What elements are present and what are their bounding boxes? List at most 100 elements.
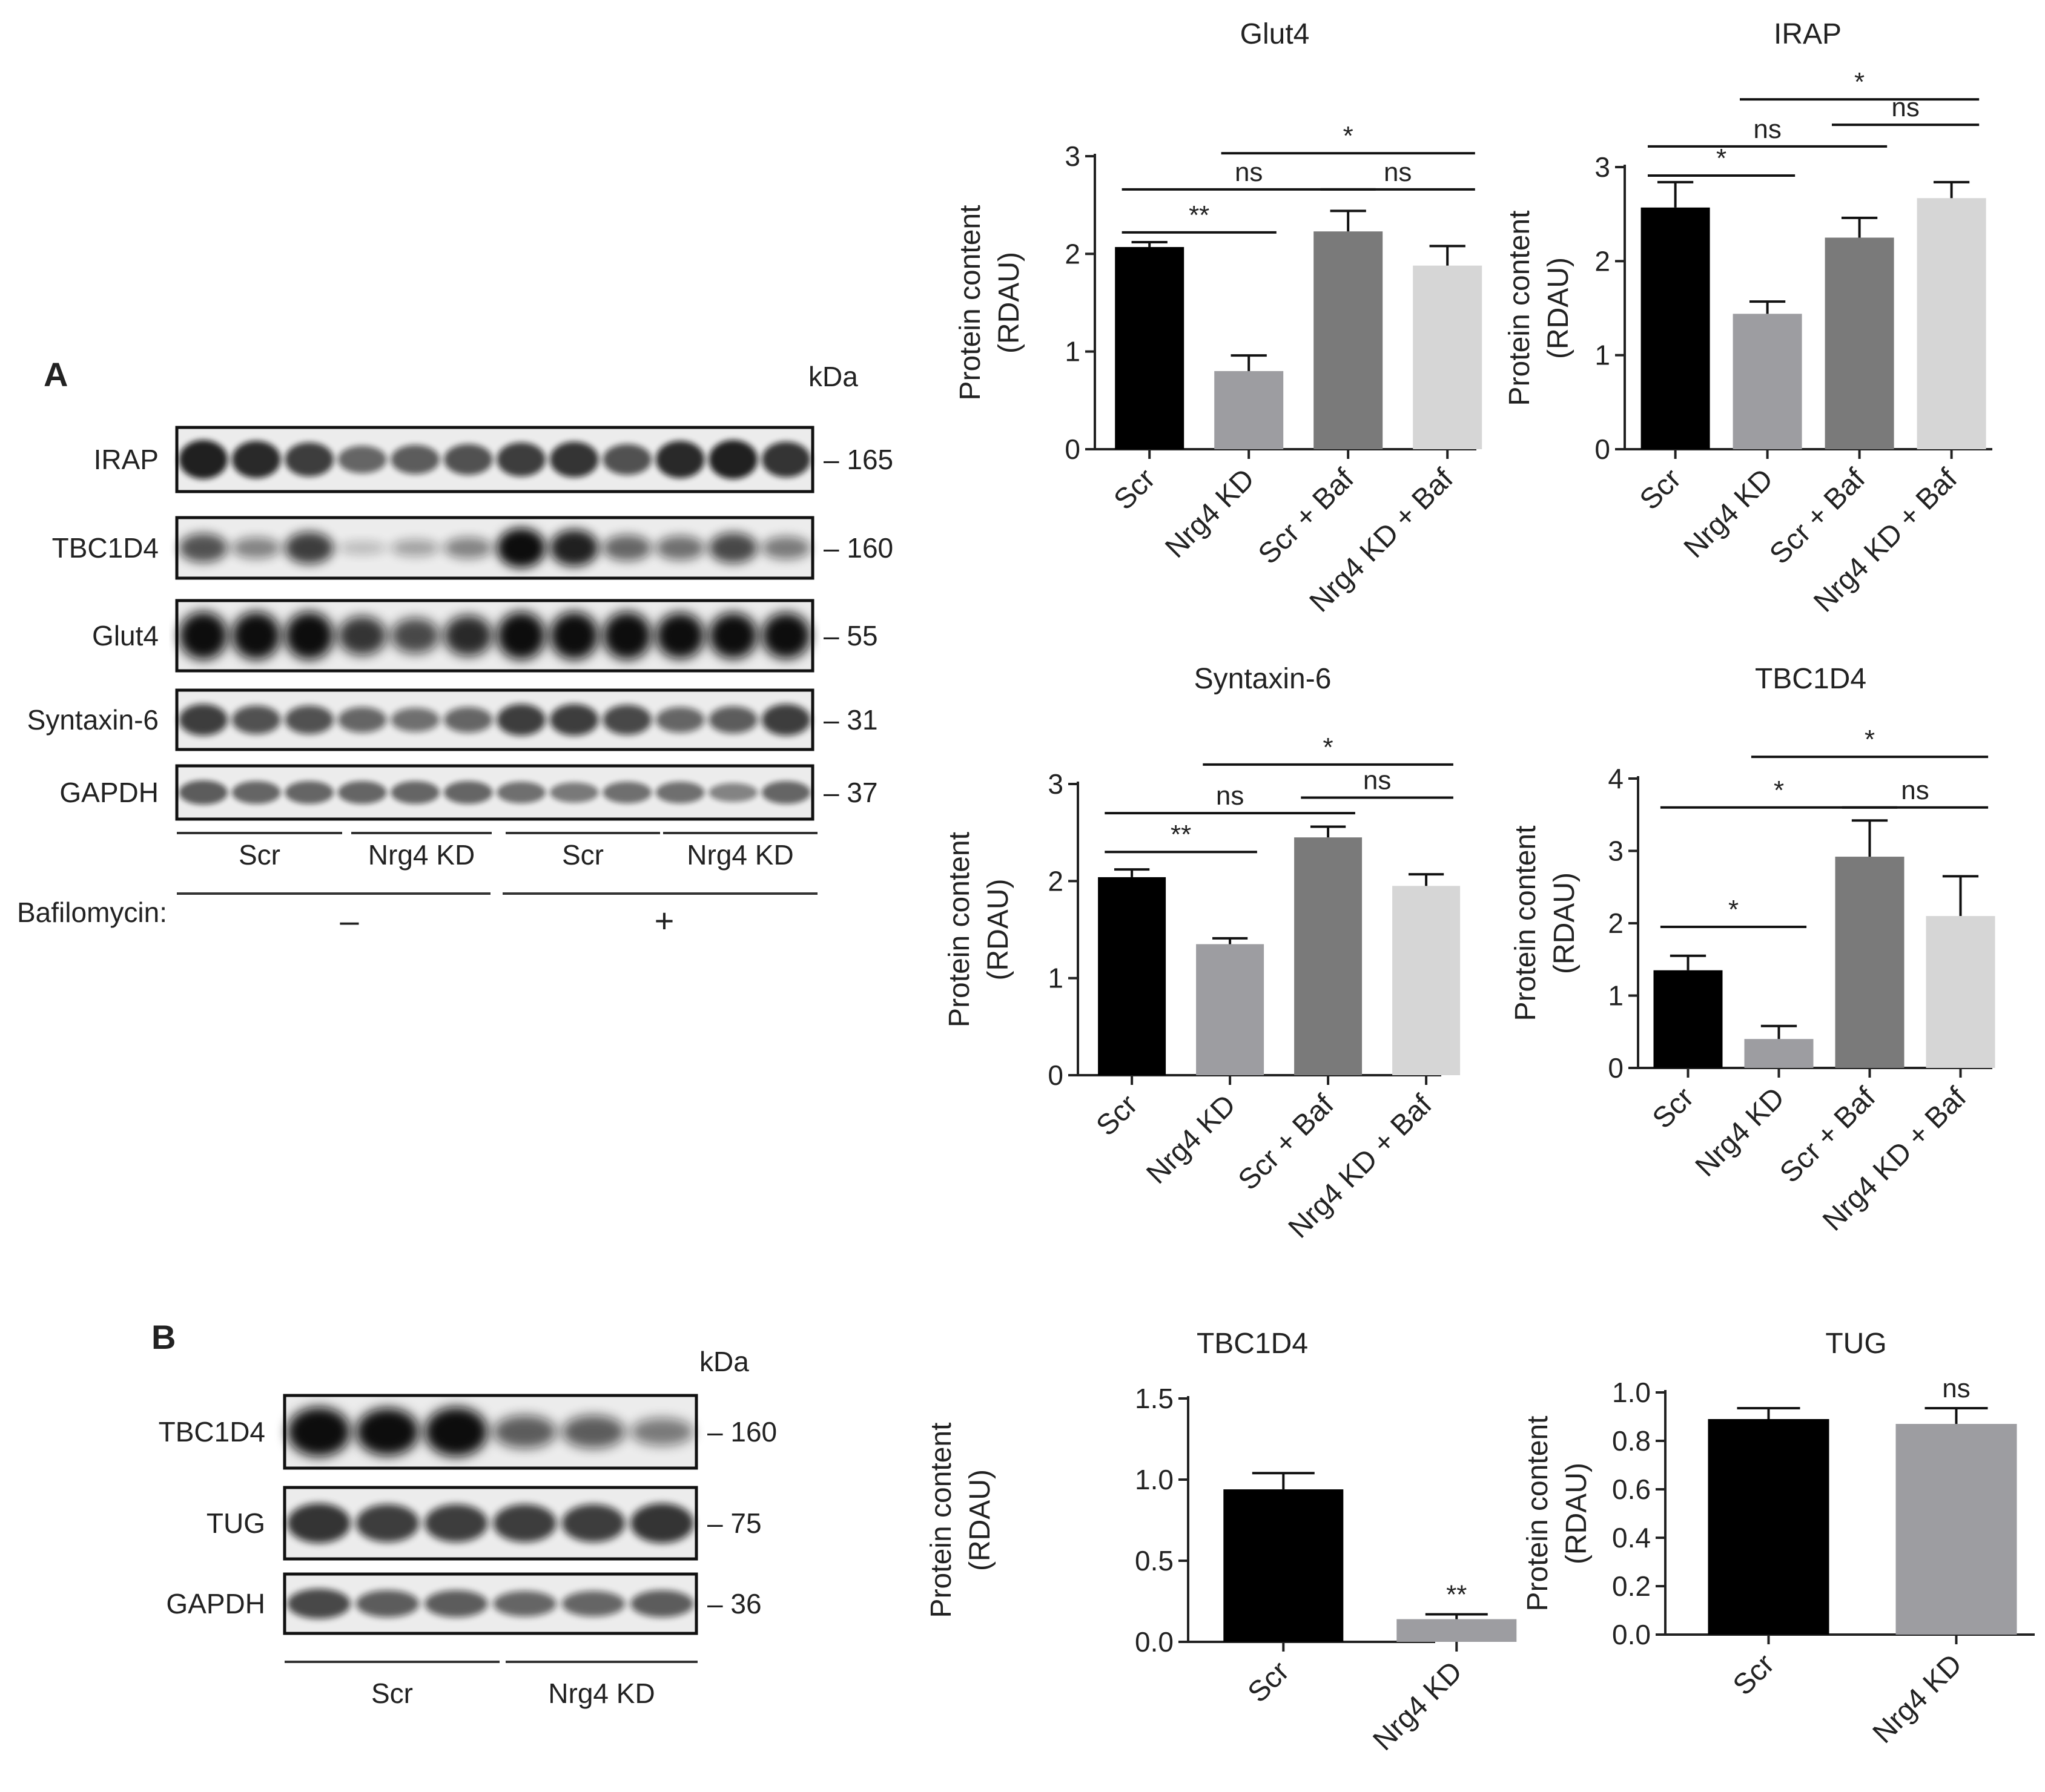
blot-band	[444, 707, 493, 733]
y-tick-label: 0.6	[1612, 1474, 1651, 1505]
kda-marker-160: – 160	[824, 532, 893, 564]
x-tick-label-scr: Scr	[1090, 1089, 1143, 1142]
blot-band	[709, 783, 758, 802]
blot-band	[630, 1418, 694, 1446]
y-axis-label: Protein content (RDAU)	[1504, 211, 1574, 406]
panel-b-kda-label: kDa	[699, 1346, 749, 1377]
blot-band	[709, 440, 758, 479]
panel-b-blots: TBC1D4 – 160 TUG – 75 GAPDH – 36	[159, 1394, 777, 1635]
chart-syntaxin-6-2: Syntaxin-6 Protein content (RDAU) 0 1 2 3 ScrNr…	[943, 663, 1461, 1245]
blot-band	[550, 704, 599, 736]
blot-band	[550, 441, 599, 478]
panel-b-blot-tug: TUG – 75	[206, 1486, 762, 1561]
y-axis-label-line-2: (RDAU)	[1561, 1463, 1593, 1564]
blot-label-tbc1d4: TBC1D4	[52, 532, 159, 564]
blot-frame	[175, 688, 814, 751]
y-tick-label: 0.0	[1135, 1626, 1174, 1658]
y-axis-label-line-2: (RDAU)	[1548, 872, 1581, 974]
significance-label: ns	[1235, 157, 1263, 187]
significance-label: **	[1189, 200, 1209, 230]
blot-band	[603, 444, 652, 475]
panel-a-blot-syntaxin-6: Syntaxin-6 – 31	[27, 688, 878, 751]
x-tick-label-nrg4-kd: Nrg4 KD	[1867, 1648, 1969, 1750]
y-tick-label: 3	[1608, 835, 1624, 867]
blot-band	[709, 706, 758, 734]
blot-band	[550, 529, 599, 567]
y-tick-label: 3	[1048, 768, 1063, 800]
blot-band	[656, 782, 705, 803]
blot-band	[497, 442, 546, 477]
y-axis-label-line-2: (RDAU)	[1542, 257, 1574, 359]
blot-band	[762, 704, 811, 736]
chart-title: Glut4	[1240, 18, 1310, 50]
x-tick-label-nrg4-kd: Nrg4 KD	[1159, 463, 1261, 564]
chart-title: TBC1D4	[1755, 663, 1866, 695]
blot-frame	[283, 1394, 698, 1470]
blot-band	[285, 705, 334, 734]
chart-tbc1d4-4: TBC1D4 Protein content (RDAU) 0.0 0.5 1.0 1.5 S…	[925, 1328, 1517, 1757]
bar-scr	[1653, 970, 1723, 1068]
bar-nrg4-kd	[1214, 371, 1284, 449]
panel-a-blots: IRAP – 165 TBC1D4 – 160 Glut4 – 55 Syntaxin-6 –…	[27, 426, 893, 821]
blot-band	[425, 1590, 488, 1618]
blot-band	[338, 446, 387, 473]
bar-nrg4-kd-baf	[1917, 198, 1986, 449]
blot-frame	[283, 1572, 698, 1635]
y-tick-label: 0	[1608, 1052, 1624, 1084]
bar-nrg4-kd-baf	[1392, 886, 1461, 1075]
panel-b-blot-gapdh: GAPDH – 36	[166, 1572, 762, 1635]
group-label-scr: Scr	[239, 839, 280, 871]
bar-nrg4-kd	[1196, 944, 1264, 1075]
significance-label: ns	[1363, 765, 1391, 795]
chart-tug-5: TUG Protein content (RDAU) 0.0 0.2 0.4 0.6 0.8 1…	[1522, 1328, 2035, 1750]
y-axis-label-line-1: Protein content	[954, 205, 986, 401]
blot-band	[285, 781, 334, 804]
kda-marker-165: – 165	[824, 444, 893, 475]
chart-title: TUG	[1825, 1328, 1886, 1360]
y-tick-label: 3	[1065, 140, 1080, 172]
y-tick-label: 4	[1608, 763, 1624, 794]
y-tick-label: 2	[1608, 908, 1624, 939]
blot-band	[391, 444, 440, 475]
significance-label: *	[1854, 67, 1865, 97]
blot-band	[603, 782, 652, 803]
significance-label: *	[1774, 776, 1784, 805]
kda-marker-55: – 55	[824, 620, 878, 651]
significance-label: ns	[1384, 157, 1412, 187]
treatment-plus-label: +	[655, 901, 675, 940]
blot-band	[355, 1408, 420, 1456]
bar-nrg4-kd	[1396, 1619, 1517, 1642]
blot-band	[232, 441, 281, 478]
panel-a-blot-tbc1d4: TBC1D4 – 160	[52, 516, 893, 580]
bar-scr-baf	[1825, 237, 1894, 449]
blot-band	[444, 615, 493, 656]
blot-band	[603, 705, 652, 735]
y-tick-label: 0.0	[1612, 1619, 1651, 1650]
bar-scr	[1640, 207, 1710, 449]
blot-label-gapdh: GAPDH	[166, 1588, 265, 1619]
y-axis-label-line-1: Protein content	[1504, 211, 1536, 406]
blot-band	[338, 707, 387, 733]
blot-band	[285, 611, 334, 660]
blot-band	[232, 537, 281, 559]
blot-band	[497, 782, 546, 803]
blot-band	[391, 781, 440, 804]
blot-frame	[175, 764, 814, 821]
blot-label-syntaxin-6: Syntaxin-6	[27, 704, 159, 736]
y-tick-label: 0	[1048, 1059, 1063, 1091]
y-axis-label: Protein content (RDAU)	[1522, 1416, 1593, 1612]
blot-label-tug: TUG	[206, 1507, 265, 1539]
blot-band	[355, 1504, 420, 1543]
significance-label: *	[1716, 143, 1726, 173]
y-axis-label-line-2: (RDAU)	[982, 879, 1014, 981]
y-tick-label: 1	[1048, 963, 1063, 994]
blot-band	[425, 1407, 488, 1457]
y-tick-label: 2	[1594, 245, 1610, 277]
blot-band	[630, 1503, 694, 1543]
blot-band	[603, 611, 652, 660]
y-axis-label-line-2: (RDAU)	[964, 1469, 996, 1571]
group-label-nrg4-kd: Nrg4 KD	[548, 1678, 655, 1709]
